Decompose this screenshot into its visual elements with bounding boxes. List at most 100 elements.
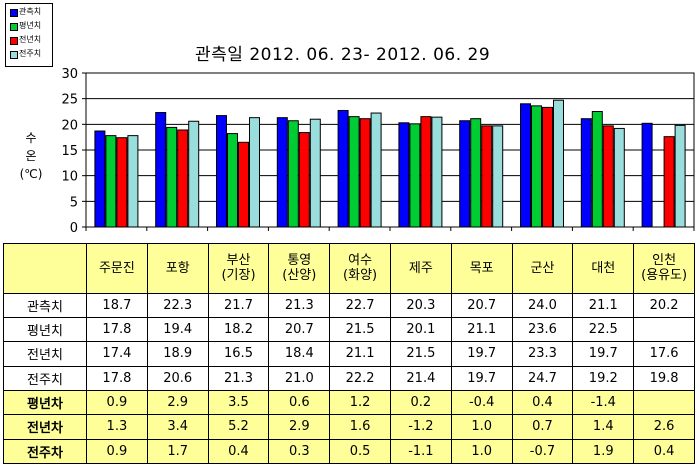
table-cell: 21.4	[389, 365, 452, 391]
table-cell: 22.2	[329, 365, 391, 391]
bar	[287, 120, 299, 228]
table-cell: 0.4	[511, 389, 574, 416]
bar	[94, 130, 106, 228]
table-header-cell: 목포	[450, 243, 513, 294]
bar	[420, 116, 432, 228]
bar	[409, 123, 421, 228]
legend-swatch	[10, 37, 18, 45]
bar	[216, 115, 227, 228]
table-cell: 19.4	[146, 316, 209, 343]
table-header-text: (산양)	[282, 268, 317, 284]
table-cell: 1.0	[450, 414, 513, 440]
legend-swatch	[10, 51, 18, 59]
table-header-text: 주문진	[98, 260, 135, 276]
table-cell: 0.7	[511, 414, 574, 440]
bar	[276, 117, 288, 228]
table-cell: 2.9	[268, 414, 331, 440]
legend: 관측치 평년치 전년치 전주치	[5, 3, 53, 67]
bar	[591, 111, 603, 228]
table-corner-cell	[3, 243, 87, 294]
bar	[227, 133, 238, 228]
table-cell: 22.5	[572, 316, 635, 343]
table-cell: 1.3	[86, 414, 148, 440]
table-cell: 21.3	[207, 365, 270, 391]
table-header-text: 포항	[165, 260, 190, 276]
table-row: 관측치 18.7 22.3 21.7 21.3 22.7 20.3 20.7 24.0 21.1 2…	[3, 292, 695, 319]
table-cell: 21.1	[329, 341, 391, 367]
table-header-text: (화양)	[343, 268, 378, 284]
table-cell: 22.3	[146, 292, 209, 319]
data-table: 주문진 포항 부산 (기장) 통영 (산양) 여수 (화양) 제주 목포 군산 대천 인천 (용유도) 관측…	[3, 243, 695, 465]
bar	[348, 116, 360, 228]
table-row: 전주치 17.8 20.6 21.3 21.0 22.2 21.4 19.7 24.7 19.2 1…	[3, 365, 695, 391]
table-cell	[633, 389, 695, 416]
legend-item-last-year: 전년치	[10, 34, 54, 46]
table-header-row: 주문진 포항 부산 (기장) 통영 (산양) 여수 (화양) 제주 목포 군산 대천 인천 (용유도)	[3, 243, 695, 294]
bar	[105, 135, 117, 228]
table-cell: 0.9	[86, 438, 148, 465]
bar	[249, 117, 260, 228]
table-header-text: 대천	[591, 260, 616, 276]
y-tick-label: 10	[61, 170, 78, 185]
table-cell: 19.7	[572, 341, 635, 367]
table-cell: 1.9	[572, 438, 635, 465]
y-axis-label: 수 온 (℃)	[18, 129, 44, 183]
table-cell: 1.0	[450, 438, 513, 465]
table-cell: 0.9	[86, 389, 148, 416]
table-cell: 17.6	[633, 341, 695, 367]
table-row: 평년차 0.9 2.9 3.5 0.6 1.2 0.2 -0.4 0.4 -1.4	[3, 389, 695, 416]
table-row-label: 평년차	[3, 389, 87, 416]
legend-item-normal: 평년치	[10, 20, 54, 32]
table-cell: 1.7	[146, 438, 209, 465]
table-header-cell: 주문진	[86, 243, 148, 294]
table-cell: 0.3	[268, 438, 331, 465]
table-cell: 19.7	[450, 341, 513, 367]
table-row-label: 전년차	[3, 414, 87, 440]
table-header-text: 목포	[469, 260, 494, 276]
legend-swatch	[10, 23, 18, 31]
bar	[481, 125, 493, 228]
table-cell: 20.2	[633, 292, 695, 319]
table-cell: 23.6	[511, 316, 574, 343]
table-header-text: 제주	[408, 260, 433, 276]
bar	[238, 141, 249, 228]
table-cell	[633, 316, 695, 343]
table-cell: 20.7	[450, 292, 513, 319]
bar	[613, 127, 625, 228]
table-cell: 2.6	[633, 414, 695, 440]
table-header-cell: 대천	[572, 243, 635, 294]
table-row: 전년차 1.3 3.4 5.2 2.9 1.6 -1.2 1.0 0.7 1.4 2.6	[3, 414, 695, 440]
bar	[298, 132, 310, 228]
bar	[674, 124, 686, 228]
table-row-label: 전주치	[3, 365, 87, 391]
table-cell: 21.1	[572, 292, 635, 319]
bar	[188, 120, 200, 228]
table-cell: 18.2	[207, 316, 270, 343]
table-cell: 19.2	[572, 365, 635, 391]
table-row: 전주차 0.9 1.7 0.4 0.3 0.5 -1.1 1.0 -0.7 1.9 0.4	[3, 438, 695, 465]
table-cell: 20.6	[146, 365, 209, 391]
bar	[116, 137, 128, 228]
table-header-text: (용유도)	[641, 268, 688, 284]
table-header-text: 군산	[530, 260, 555, 276]
table-row-label: 전주차	[3, 438, 87, 465]
table-cell: 20.3	[389, 292, 452, 319]
bar	[553, 99, 564, 228]
bar	[641, 122, 653, 228]
table-cell: 21.5	[389, 341, 452, 367]
table-cell: -0.7	[511, 438, 574, 465]
y-axis-label-line: 온	[25, 149, 37, 163]
bar	[492, 125, 504, 228]
bar	[542, 106, 553, 228]
table-cell: 18.9	[146, 341, 209, 367]
table-cell: 1.4	[572, 414, 635, 440]
table-header-text: (기장)	[221, 268, 256, 284]
table-cell: -1.4	[572, 389, 635, 416]
table-row: 전년치 17.4 18.9 16.5 18.4 21.1 21.5 19.7 23.3 19.7 1…	[3, 341, 695, 367]
y-tick-label: 20	[61, 118, 78, 133]
table-cell: -1.1	[389, 438, 452, 465]
y-axis-label-line: 수	[25, 131, 37, 145]
table-cell: 20.7	[268, 316, 331, 343]
bar	[580, 118, 592, 228]
